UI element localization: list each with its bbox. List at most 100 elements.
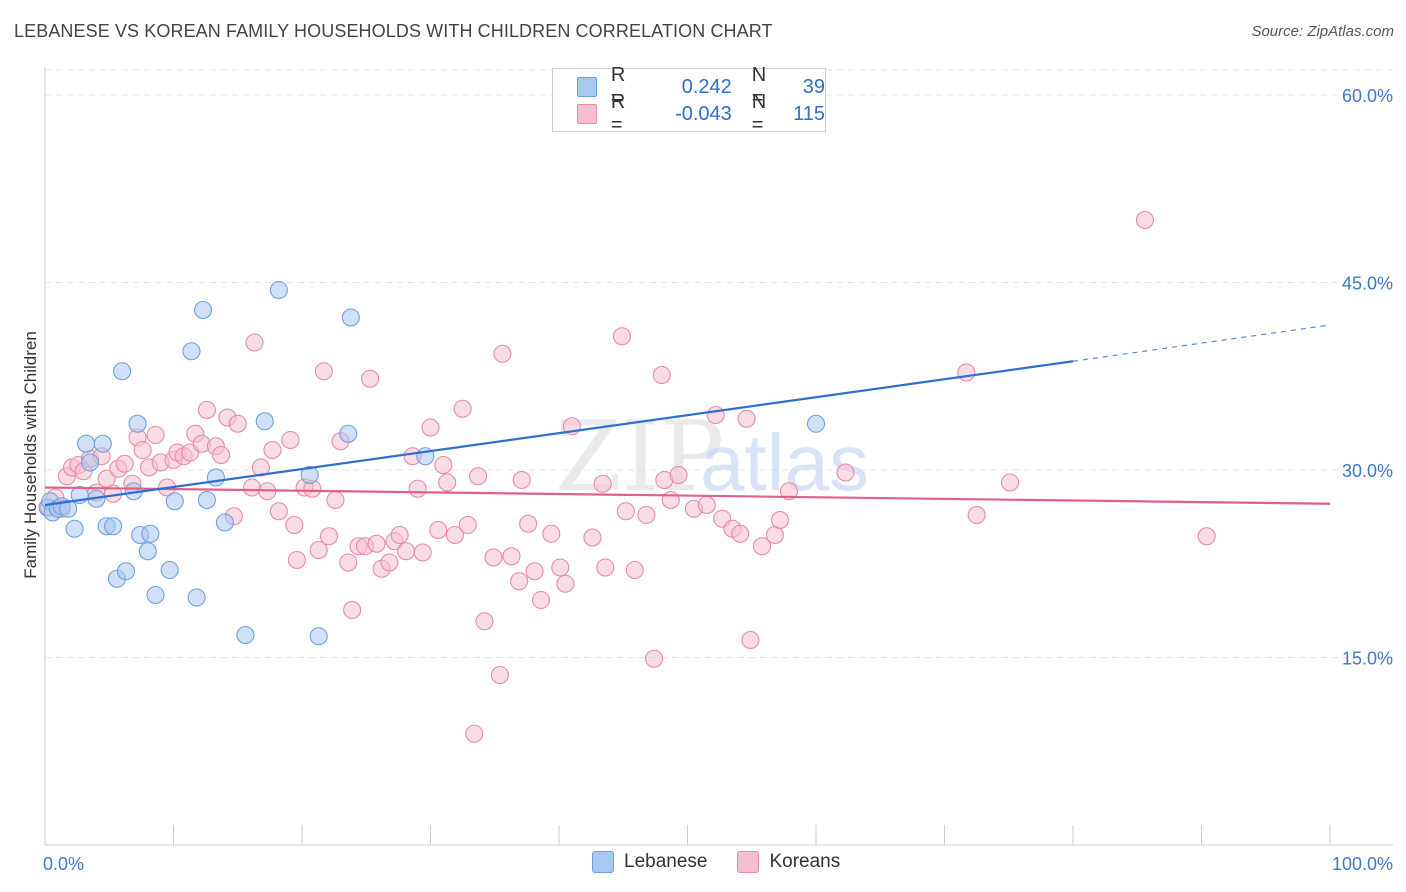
lebanese-point <box>138 542 157 561</box>
n-label: N = <box>751 64 767 109</box>
lebanese-point <box>197 490 216 510</box>
korean-point <box>1135 210 1155 230</box>
lebanese-point <box>59 499 78 518</box>
lebanese-point <box>182 342 201 361</box>
korean-point <box>445 525 464 545</box>
tick-labels: 15.0% 30.0% 45.0% 60.0% 0.0% 100.0% <box>43 86 1393 874</box>
korean-point <box>390 525 409 545</box>
korean-point <box>1197 527 1216 546</box>
stats-legend: R = 0.242 N = 39 R = -0.043 N = 115 <box>552 64 826 136</box>
n-value: 39 <box>802 75 826 98</box>
lebanese-point <box>104 517 123 536</box>
chart-title: LEBANESE VS KOREAN FAMILY HOUSEHOLDS WIT… <box>14 21 773 41</box>
korean-point <box>211 445 231 465</box>
lebanese-point <box>187 588 206 607</box>
korean-point <box>661 490 680 510</box>
y-axis-label: Family Households with Children <box>21 331 40 579</box>
korean-point <box>361 369 380 388</box>
korean-point <box>556 574 575 593</box>
koreans-legend-swatch <box>737 851 760 873</box>
legend-label-koreans: Koreans <box>769 851 841 872</box>
x-tick-label-min: 0.0% <box>43 854 84 874</box>
lebanese-point <box>65 519 84 538</box>
lebanese-point <box>255 412 274 431</box>
n-label: N = <box>751 91 767 136</box>
lebanese-point <box>194 300 213 320</box>
korean-point <box>285 515 304 535</box>
lebanese-point <box>236 625 255 645</box>
lebanese-point <box>215 513 234 532</box>
lebanese-legend-swatch <box>592 851 614 873</box>
korean-point <box>429 520 448 540</box>
korean-point <box>484 548 503 567</box>
lebanese-point <box>300 465 319 485</box>
korean-point <box>269 502 288 521</box>
korean-point <box>380 553 399 572</box>
korean-point <box>967 505 986 525</box>
korean-point <box>731 524 750 543</box>
lebanese-point <box>339 424 358 443</box>
series-legend: Lebanese Koreans <box>592 851 870 873</box>
korean-point <box>512 470 531 490</box>
korean-point <box>197 400 216 420</box>
korean-point <box>652 365 671 385</box>
korean-point <box>616 502 635 521</box>
korean-point <box>453 399 472 418</box>
lebanese-point <box>806 414 826 433</box>
lebanese-point <box>113 362 132 381</box>
trend-lines <box>44 324 1331 507</box>
y-tick-label: 15.0% <box>1342 649 1393 669</box>
korean-point <box>367 534 386 553</box>
legend-item-lebanese[interactable]: Lebanese <box>592 851 707 873</box>
korean-point <box>475 612 494 631</box>
korean-point <box>502 547 521 566</box>
lebanese-trend-line <box>44 360 1074 507</box>
korean-point <box>697 495 716 515</box>
korean-point <box>251 458 270 477</box>
stats-row-koreans: R = -0.043 N = 115 <box>577 91 826 136</box>
korean-point <box>957 363 976 382</box>
korean-point <box>115 454 134 473</box>
korean-point <box>309 540 328 560</box>
r-label: R = <box>610 64 626 109</box>
korean-point <box>645 649 664 668</box>
korean-point <box>510 572 529 591</box>
lebanese-point <box>116 562 136 581</box>
y-tick-label: 60.0% <box>1342 86 1393 106</box>
y-tick-label: 45.0% <box>1342 274 1393 294</box>
korean-point <box>421 418 440 437</box>
korean-point <box>242 478 261 497</box>
korean-point <box>343 600 362 620</box>
lebanese-point <box>206 468 225 487</box>
lebanese-point <box>141 524 160 543</box>
stats-row-lebanese: R = 0.242 N = 39 <box>577 64 826 109</box>
korean-point <box>281 430 300 450</box>
legend-item-koreans[interactable]: Koreans <box>737 851 840 873</box>
korean-point <box>836 463 855 482</box>
lebanese-point <box>309 627 328 646</box>
korean-point <box>434 455 453 475</box>
korean-point <box>531 590 551 610</box>
korean-point <box>596 558 615 577</box>
korean-point <box>765 525 784 545</box>
korean-point <box>493 344 512 363</box>
korean-point <box>583 528 602 547</box>
korean-point <box>397 542 416 561</box>
lebanese-point <box>160 560 179 580</box>
korean-point <box>637 505 656 525</box>
korean-point <box>228 414 247 433</box>
source-credit: Source: ZipAtlas.com <box>1251 23 1394 40</box>
korean-point <box>458 515 477 535</box>
data-points <box>38 210 1216 743</box>
n-value: 115 <box>793 102 826 125</box>
lebanese-trend-extension <box>1072 324 1331 362</box>
korean-point <box>339 553 358 572</box>
lebanese-point <box>80 453 100 472</box>
lebanese-point <box>128 414 147 433</box>
axes <box>44 67 1393 846</box>
r-label: R = <box>610 91 626 136</box>
korean-point <box>413 543 432 562</box>
korean-point <box>519 514 538 533</box>
lebanese-point <box>341 308 360 327</box>
legend-label-lebanese: Lebanese <box>624 851 708 872</box>
